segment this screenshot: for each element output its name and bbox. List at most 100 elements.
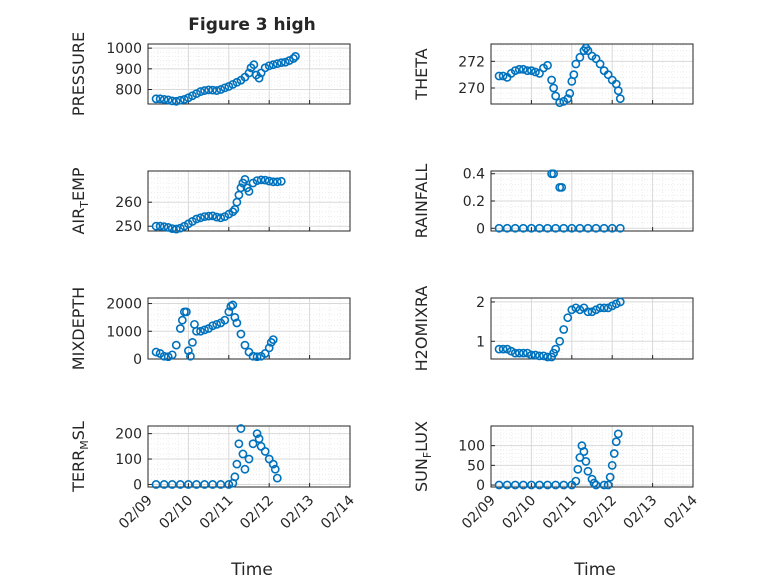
data-point (163, 95, 173, 105)
data-point (551, 91, 561, 101)
data-point (567, 223, 577, 233)
x-tick-label: 02/14 (318, 492, 358, 532)
data-point (224, 307, 234, 317)
y-axis-label-main: AIR (69, 208, 88, 235)
series-markers (494, 297, 625, 362)
data-point (551, 344, 561, 354)
y-axis-label: SUNFLUX (412, 421, 434, 492)
data-point (268, 177, 278, 187)
data-point (192, 326, 201, 336)
data-point (208, 85, 218, 95)
data-point (547, 75, 556, 85)
data-point (183, 480, 193, 489)
data-point (230, 313, 240, 322)
subplot-mixdepth: 0 1000 2000 MIXDEPTH (69, 287, 351, 370)
data-point (543, 60, 552, 70)
y-tick-label: 0 (133, 477, 142, 493)
data-point (208, 321, 218, 331)
data-point (228, 300, 238, 310)
data-point (599, 480, 609, 490)
data-point (196, 213, 205, 223)
data-point (583, 223, 593, 233)
data-point (163, 222, 173, 232)
data-point (256, 175, 266, 185)
subplot-air_temp: 250 260 AIRTEMP (69, 167, 351, 235)
axes-box (147, 425, 351, 488)
y-tick-label: 800 (115, 83, 142, 99)
data-point (579, 447, 589, 456)
data-point (192, 214, 201, 224)
axes-box (147, 43, 351, 105)
data-point (603, 480, 613, 490)
data-point (175, 324, 185, 333)
data-point (494, 223, 504, 233)
data-point (518, 64, 528, 74)
data-point (575, 223, 585, 233)
data-point (200, 480, 209, 489)
x-tick-label: 02/10 (499, 493, 539, 533)
data-point (151, 347, 161, 357)
data-point (518, 223, 528, 233)
data-point (607, 460, 617, 470)
data-point (196, 87, 205, 96)
subplot-terr_msl: 0 100 200 02/09 02/10 02/11 02/12 02/13 02/14 TER… (69, 421, 358, 532)
data-point (607, 223, 617, 233)
data-point (571, 476, 581, 486)
data-point (212, 86, 222, 95)
data-point (216, 480, 226, 489)
y-tick-label: 1 (476, 334, 485, 350)
data-point (200, 212, 209, 221)
y-tick-label: 200 (115, 427, 142, 443)
data-point (248, 351, 258, 361)
data-point (167, 224, 177, 233)
data-point (167, 480, 177, 489)
data-point (613, 86, 623, 96)
data-point (549, 169, 559, 179)
y-tick-label: 100 (458, 439, 485, 455)
subplot-pressure: 800 900 1000 PRESSURE (69, 32, 351, 116)
data-point (272, 177, 282, 187)
data-point (212, 212, 222, 222)
axes-box (490, 425, 694, 488)
data-point (254, 73, 264, 83)
data-point (181, 307, 191, 317)
data-point (244, 454, 254, 464)
data-point (510, 66, 520, 76)
x-tick-label: 02/12 (580, 493, 620, 533)
axes-box (147, 297, 351, 360)
data-point (240, 174, 250, 184)
data-point (551, 480, 561, 490)
y-axis-label-main: SUN (412, 458, 431, 492)
y-axis-label-rest: SL (69, 421, 88, 440)
data-point (249, 60, 259, 70)
data-point (605, 472, 615, 482)
y-tick-label: 250 (115, 219, 142, 235)
data-point (543, 480, 552, 490)
data-point (502, 480, 512, 490)
data-point (236, 329, 246, 339)
data-point (535, 480, 544, 490)
data-point (531, 67, 540, 77)
axes-box (490, 297, 694, 360)
data-point (555, 336, 565, 346)
data-point (527, 223, 536, 233)
data-point (522, 66, 532, 76)
x-tick-label: 02/09 (116, 493, 156, 533)
y-axis-label: AIRTEMP (69, 167, 91, 234)
data-point (615, 223, 625, 233)
y-tick-label: 50 (467, 458, 485, 474)
data-point (276, 58, 286, 68)
data-point (518, 348, 528, 358)
data-point (238, 449, 248, 459)
data-point (543, 352, 552, 362)
data-point (171, 224, 181, 234)
data-point (563, 313, 573, 323)
data-point (224, 480, 234, 489)
y-tick-label: 100 (115, 452, 142, 468)
data-point (609, 449, 619, 458)
y-tick-label: 0.4 (463, 167, 485, 183)
data-point (575, 52, 585, 62)
data-point (494, 480, 504, 490)
y-axis-label: TERRMSL (69, 421, 91, 493)
